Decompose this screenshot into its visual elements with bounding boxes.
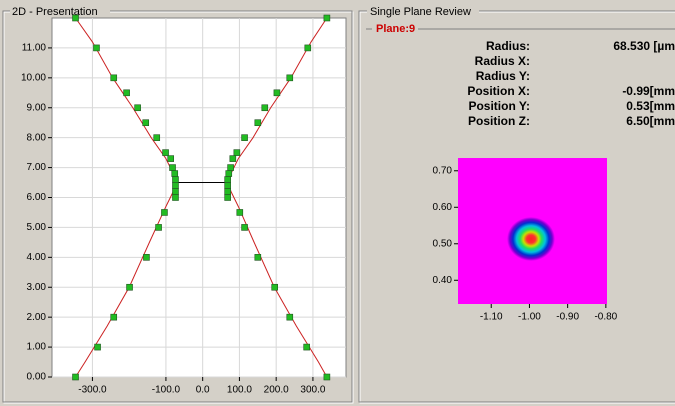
data-point <box>73 374 79 380</box>
y-tick-label: 4.00 <box>27 252 47 263</box>
data-point <box>274 90 280 96</box>
x-tick-label: 300.0 <box>300 385 325 396</box>
data-point <box>287 75 293 81</box>
data-point <box>127 284 133 290</box>
y-tick-label: 5.00 <box>27 222 47 233</box>
x-tick-label: 100.0 <box>227 385 252 396</box>
data-point <box>170 165 176 171</box>
data-point <box>73 15 79 21</box>
data-point <box>143 120 149 126</box>
y-tick-label: 0.50 <box>433 238 453 249</box>
data-point <box>228 165 234 171</box>
panel-title: 2D - Presentation <box>12 6 98 18</box>
x-tick-label: -100.0 <box>152 385 181 396</box>
y-tick-label: 3.00 <box>27 282 47 293</box>
plane-label: Plane:9 <box>376 23 415 35</box>
y-tick-label: 11.00 <box>22 43 47 54</box>
data-point <box>111 75 117 81</box>
data-point <box>255 120 261 126</box>
data-point <box>237 209 243 215</box>
field-value: 0.53[mm <box>626 99 675 113</box>
data-point <box>225 183 231 189</box>
data-point <box>324 374 330 380</box>
data-point <box>242 135 248 141</box>
field-label: Radius: <box>486 39 530 53</box>
field-label: Radius X: <box>475 54 530 68</box>
y-tick-label: 1.00 <box>27 342 47 353</box>
y-tick-label: 6.00 <box>27 192 47 203</box>
y-tick-label: 0.70 <box>433 165 453 176</box>
data-point <box>225 189 231 195</box>
y-tick-label: 0.40 <box>433 275 453 286</box>
field-value: 6.50[mm <box>626 114 675 128</box>
y-tick-label: 0.60 <box>433 202 453 213</box>
data-point <box>124 90 130 96</box>
data-point <box>172 195 178 201</box>
x-tick-label: -1.00 <box>518 312 541 323</box>
x-tick-label: -0.90 <box>556 312 579 323</box>
field-label: Position X: <box>467 84 530 98</box>
x-tick-label: 0.0 <box>196 385 210 396</box>
data-point <box>172 171 178 177</box>
data-point <box>172 183 178 189</box>
y-tick-label: 8.00 <box>27 132 47 143</box>
beam-spot <box>507 217 555 261</box>
data-point <box>168 156 174 162</box>
y-tick-label: 2.00 <box>27 312 47 323</box>
field-label: Position Y: <box>468 99 530 113</box>
data-point <box>111 314 117 320</box>
data-point <box>324 15 330 21</box>
data-point <box>225 177 231 183</box>
x-tick-label: -1.10 <box>480 312 503 323</box>
data-point <box>163 150 169 156</box>
data-point <box>93 45 99 51</box>
data-point <box>262 105 268 111</box>
data-point <box>225 195 231 201</box>
x-tick-label: -300.0 <box>78 385 107 396</box>
data-point <box>172 177 178 183</box>
y-tick-label: 9.00 <box>27 102 47 113</box>
data-point <box>143 254 149 260</box>
field-label: Position Z: <box>468 114 530 128</box>
panel-title: Single Plane Review <box>370 6 471 18</box>
data-point <box>242 224 248 230</box>
x-tick-label: -0.80 <box>594 312 617 323</box>
page: 2D - Presentation Single Plane Review Pl… <box>0 0 675 406</box>
data-point <box>154 135 160 141</box>
data-point <box>230 156 236 162</box>
data-point <box>95 344 101 350</box>
data-point <box>305 45 311 51</box>
y-tick-label: 10.00 <box>21 72 46 83</box>
data-point <box>272 284 278 290</box>
data-point <box>287 314 293 320</box>
data-point <box>161 209 167 215</box>
data-point <box>135 105 141 111</box>
field-value: -0.99[mm <box>622 84 675 98</box>
data-point <box>234 150 240 156</box>
window: 2D - Presentation Single Plane Review Pl… <box>0 0 675 406</box>
data-point <box>304 344 310 350</box>
data-point <box>172 189 178 195</box>
data-point <box>156 224 162 230</box>
field-value: 68.530 [µm <box>613 39 675 53</box>
data-point <box>255 254 261 260</box>
data-point <box>226 171 232 177</box>
field-label: Radius Y: <box>476 69 530 83</box>
y-tick-label: 7.00 <box>27 162 47 173</box>
y-tick-label: 0.00 <box>27 372 47 383</box>
x-tick-label: 200.0 <box>264 385 289 396</box>
